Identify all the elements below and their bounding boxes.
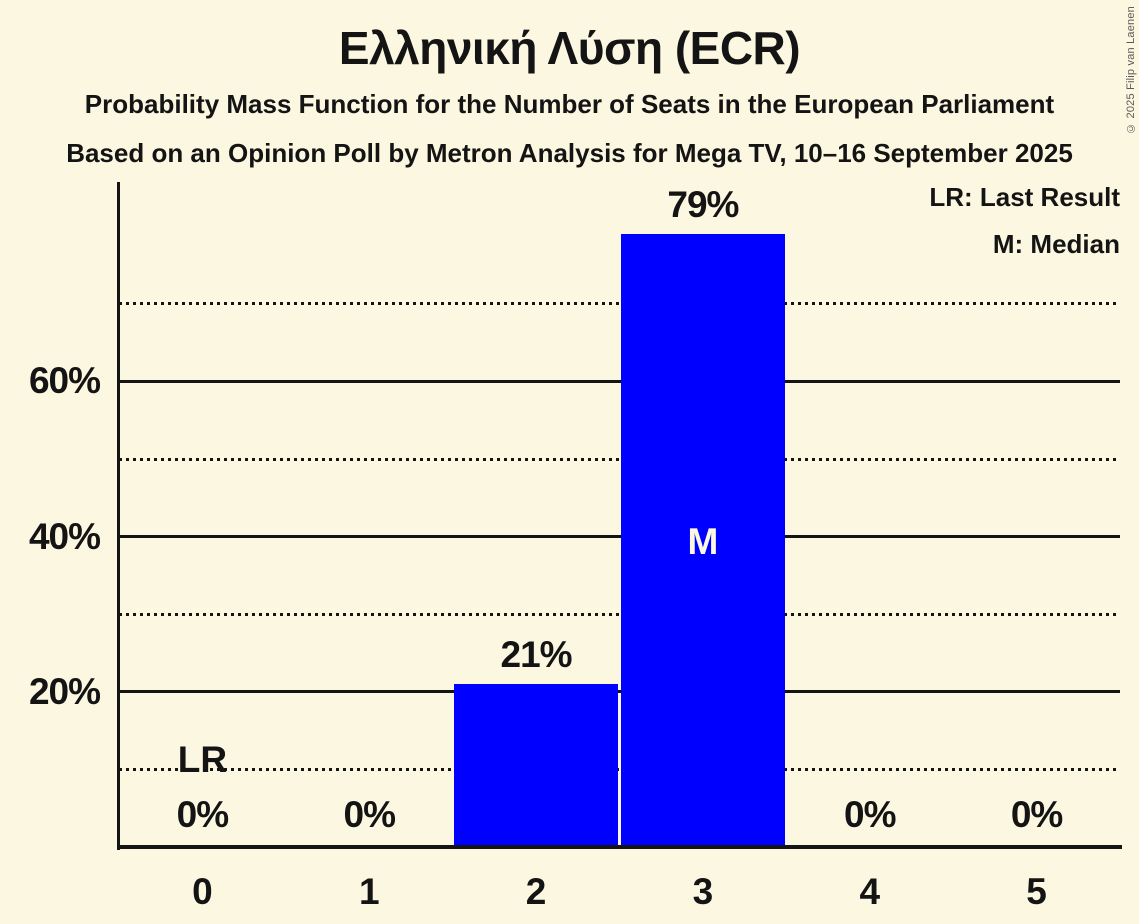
x-axis-tick-label: 5 bbox=[1026, 871, 1047, 912]
x-axis-tick-label: 2 bbox=[525, 871, 547, 912]
bar-seat-2 bbox=[454, 684, 618, 847]
bar-value-label-seat-5: 0% bbox=[1010, 794, 1063, 835]
solid-gridline-40pct bbox=[117, 535, 1120, 539]
dotted-gridline-10pct bbox=[119, 767, 1120, 771]
chart-title: Ελληνική Λύση (ECR) bbox=[338, 22, 801, 74]
dotted-gridline-50pct bbox=[119, 457, 1120, 461]
solid-gridline-20pct bbox=[117, 690, 1120, 694]
bar-value-label-seat-4: 0% bbox=[844, 794, 896, 835]
solid-gridline-60pct bbox=[117, 379, 1120, 383]
chart-subtitle-line1: Probability Mass Function for the Number… bbox=[84, 89, 1055, 119]
x-axis-tick-label: 4 bbox=[859, 871, 881, 912]
bar-value-label-seat-0: 0% bbox=[176, 794, 229, 835]
x-axis-tick-label: 0 bbox=[192, 871, 213, 912]
y-axis-tick-label: 60% bbox=[28, 360, 101, 402]
x-axis-line bbox=[117, 845, 1122, 849]
chart-subtitle-line2: Based on an Opinion Poll by Metron Analy… bbox=[66, 138, 1073, 168]
bar-value-label-seat-2: 21% bbox=[500, 634, 573, 676]
y-axis-line bbox=[117, 182, 120, 850]
dotted-gridline-30pct bbox=[119, 612, 1120, 616]
x-axis-tick-label: 3 bbox=[692, 871, 714, 912]
legend-last-result: LR: Last Result bbox=[929, 182, 1120, 212]
bar-value-label-seat-1: 0% bbox=[343, 794, 396, 835]
x-axis-tick-label: 1 bbox=[358, 871, 380, 912]
last-result-marker: LR bbox=[177, 739, 228, 780]
legend-median: M: Median bbox=[992, 229, 1120, 259]
y-axis-tick-label: 40% bbox=[28, 515, 101, 557]
y-axis-tick-label: 20% bbox=[28, 670, 101, 712]
bar-seat-3 bbox=[621, 233, 785, 847]
median-marker: M bbox=[687, 521, 719, 563]
bar-value-label-seat-3: 79% bbox=[667, 183, 739, 225]
dotted-gridline-70pct bbox=[119, 302, 1120, 306]
